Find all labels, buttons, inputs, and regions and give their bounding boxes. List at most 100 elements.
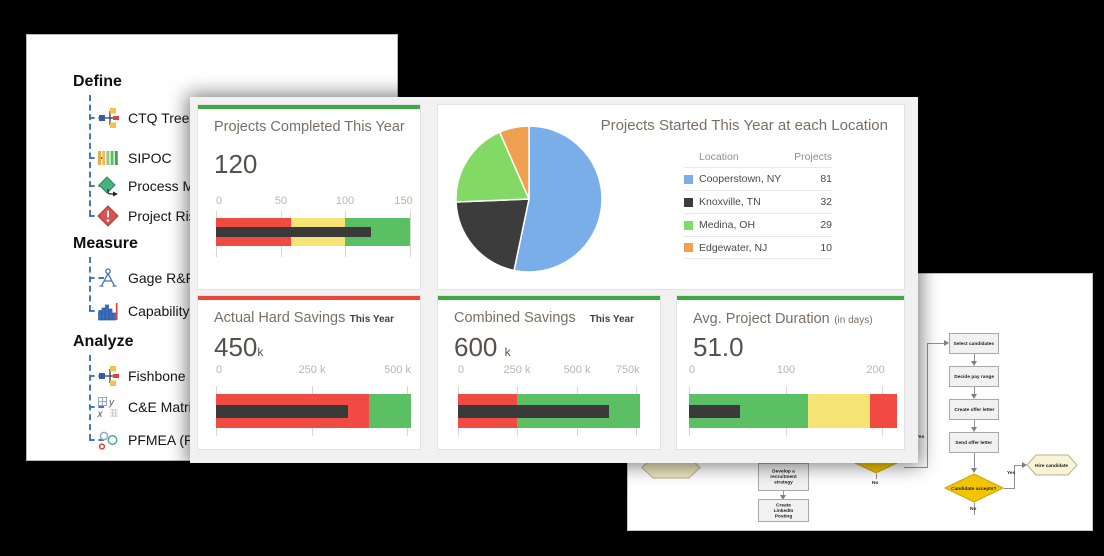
flow-step-label: Create offer letter xyxy=(953,406,995,413)
card-accent-bar xyxy=(198,296,420,300)
flow-label-yes: Yes xyxy=(916,434,925,440)
legend-value: 32 xyxy=(820,196,832,208)
card-title: Actual Hard Savings xyxy=(214,310,346,326)
axis-tick-label: 0 xyxy=(458,364,465,376)
kpi-value: 450k xyxy=(214,332,264,362)
axis-tick-label: 0 xyxy=(216,364,223,376)
card-title: Projects Started This Year at each Locat… xyxy=(600,117,888,134)
tree-connector-stub xyxy=(89,157,104,159)
tree-connector-stub xyxy=(89,215,104,217)
tree-connector-stub xyxy=(89,439,104,441)
flow-connector xyxy=(974,420,975,429)
flow-connector xyxy=(927,343,928,468)
axis-tick-label: 0 xyxy=(216,195,223,207)
kpi-unit: k xyxy=(257,345,264,359)
flow-label-no: No xyxy=(872,480,879,486)
card-subtitle: (in days) xyxy=(834,315,873,326)
pie-slice-knoxville-tn[interactable] xyxy=(455,198,530,272)
card-title: Projects Completed This Year xyxy=(214,119,405,135)
flow-arrowhead xyxy=(944,340,949,346)
flow-arrowhead xyxy=(971,361,977,366)
flow-step-send-offer-letter[interactable]: Send offer letter xyxy=(949,432,999,453)
tree-item-project-risk[interactable]: Project Risk xyxy=(97,204,203,228)
tree-item-label: Fishbone xyxy=(128,368,186,384)
tree-item-fishbone[interactable]: Fishbone xyxy=(97,364,186,388)
card-accent-bar xyxy=(438,296,660,300)
bullet-chart-combined-savings: 0 250 k 500 k 750k xyxy=(458,364,640,444)
tree-item-process-map[interactable]: Process Map xyxy=(97,174,210,198)
tree-connector-stub xyxy=(89,277,104,279)
pie-slice-medina-oh[interactable] xyxy=(455,131,531,203)
legend-location: Knoxville, TN xyxy=(699,196,761,208)
flow-arrowhead xyxy=(1022,462,1027,468)
legend-header: Location Projects xyxy=(684,147,832,167)
flow-arrowhead xyxy=(971,427,977,432)
tree-section-define: Define xyxy=(73,73,122,90)
kpi-value: 51.0 xyxy=(693,332,744,362)
card-projects-by-location: Projects Started This Year at each Locat… xyxy=(437,104,905,290)
flow-label-no: No xyxy=(970,506,977,512)
legend-col-location: Location xyxy=(699,151,739,163)
flow-connector xyxy=(974,453,975,470)
tree-item-gage-rr[interactable]: Gage R&R xyxy=(97,266,196,290)
flow-step-label: Decide pay range xyxy=(954,373,994,380)
pie-slice-edgewater-nj[interactable] xyxy=(498,125,530,200)
legend-swatch xyxy=(684,174,693,184)
flow-step-select-candidates[interactable]: Select candidates xyxy=(949,333,999,354)
flow-label-yes: Yes xyxy=(1007,470,1016,476)
flow-connector xyxy=(974,387,975,395)
legend-swatch xyxy=(684,243,693,252)
tree-item-ctq-tree[interactable]: CTQ Tree xyxy=(97,106,189,130)
axis-tick-label: 100 xyxy=(776,364,796,376)
tree-connector-stub xyxy=(89,375,104,377)
card-actual-hard-savings: Actual Hard Savings This Year 450k 0 250 … xyxy=(197,295,421,450)
flow-step-label: Develop a recruitment strategy xyxy=(770,468,797,486)
pie-chart xyxy=(455,125,603,273)
card-period-badge: This Year xyxy=(589,314,634,325)
legend-col-projects: Projects xyxy=(794,151,832,163)
flow-step-decide-pay-range[interactable]: Decide pay range xyxy=(949,366,999,387)
bullet-measure-bar xyxy=(689,404,740,418)
tree-connector-stub xyxy=(89,310,104,312)
axis-tick-label: 0 xyxy=(689,364,696,376)
flow-connector xyxy=(876,474,877,479)
pie-slice-cooperstown-ny[interactable] xyxy=(513,125,603,273)
tree-item-capability[interactable]: Capability xyxy=(97,299,189,323)
flow-terminator-hire-candidate[interactable]: Hire candidate xyxy=(1026,454,1078,476)
legend-swatch xyxy=(684,197,693,207)
legend-row: Cooperstown, NY 81 xyxy=(684,167,832,190)
dashboard-window: Projects Completed This Year 120 0 50 100 1… xyxy=(190,97,918,463)
tree-connector-stub xyxy=(89,185,104,187)
flow-arrowhead xyxy=(971,468,977,473)
axis-tick-label: 750k xyxy=(615,364,640,376)
legend-value: 81 xyxy=(820,173,832,185)
tree-item-label: C&E Matrix xyxy=(128,399,199,415)
legend-row: Medina, OH 29 xyxy=(684,213,832,236)
card-title: Combined Savings xyxy=(454,310,576,326)
card-period-badge: This Year xyxy=(349,314,394,325)
pie-legend: Location Projects Cooperstown, NY 81 Knoxv… xyxy=(684,147,832,259)
bullet-band xyxy=(870,394,897,428)
card-accent-bar xyxy=(198,105,420,109)
project-risk-icon xyxy=(97,205,119,227)
tree-connector-line xyxy=(89,95,91,216)
tree-item-label: CTQ Tree xyxy=(128,110,190,126)
flow-step-create-offer-letter[interactable]: Create offer letter xyxy=(949,399,999,420)
kpi-unit: k xyxy=(504,345,511,359)
legend-row: Knoxville, TN 32 xyxy=(684,190,832,213)
bullet-measure-bar xyxy=(216,404,348,418)
tree-connector-stub xyxy=(89,406,104,408)
flow-step-create-linkedin-posting[interactable]: Create LinkedIn Posting xyxy=(758,499,809,522)
flow-step-label: Send offer letter xyxy=(955,439,993,446)
bullet-measure-bar xyxy=(458,404,609,418)
legend-location: Edgewater, NJ xyxy=(699,241,768,254)
card-combined-savings: Combined Savings This Year 600 k 0 250 k 5… xyxy=(437,295,661,450)
flow-step-develop-recruitment-strategy[interactable]: Develop a recruitment strategy xyxy=(758,463,809,491)
tree-connector-line xyxy=(89,257,91,311)
flow-decision-candidate-accepts[interactable]: Candidate accepts? xyxy=(944,473,1004,503)
legend-row: Edgewater, NJ 10 xyxy=(684,236,832,259)
tree-item-sipoc[interactable]: SIPOC xyxy=(97,146,172,170)
bullet-chart-avg-project-duration: 0 100 200 xyxy=(689,364,897,444)
